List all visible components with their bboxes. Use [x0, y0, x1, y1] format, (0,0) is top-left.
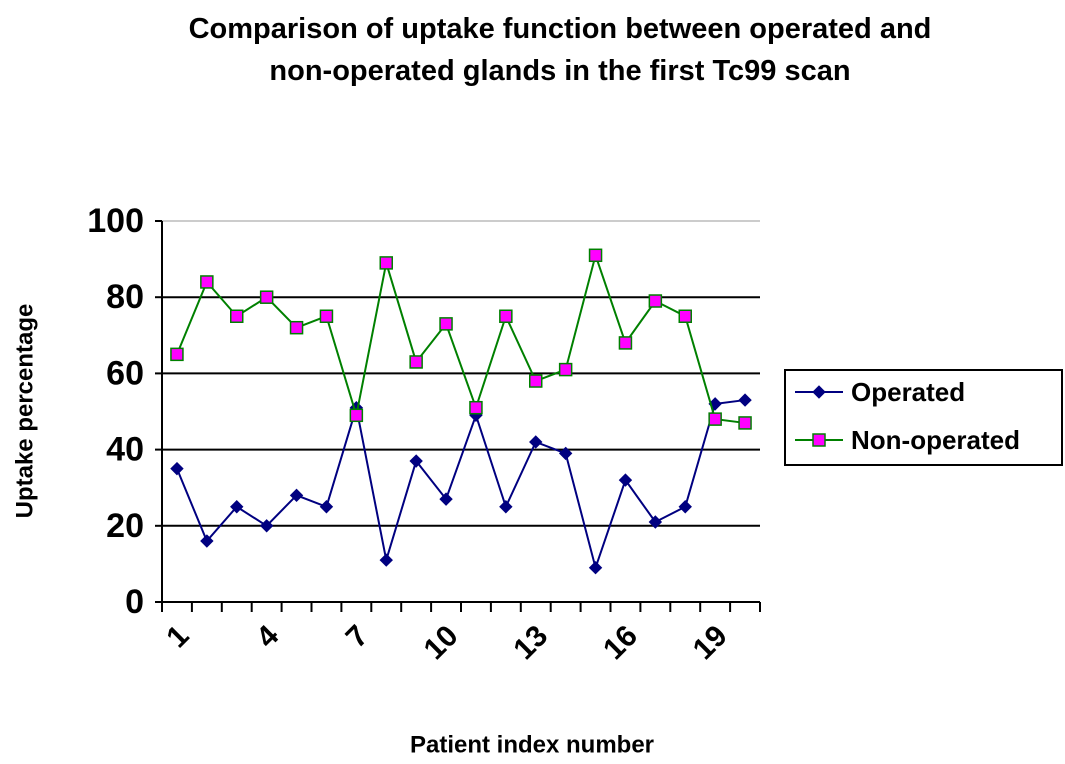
data-point	[588, 561, 603, 575]
x-axis-label: Patient index number	[410, 731, 654, 758]
data-point	[439, 492, 453, 506]
data-point	[499, 309, 513, 323]
data-point	[558, 446, 573, 461]
y-tick-label: 80	[106, 278, 144, 316]
data-point	[379, 553, 393, 567]
data-point	[200, 275, 214, 289]
data-point	[170, 461, 184, 476]
y-tick-label: 20	[106, 507, 144, 545]
x-tick-label: 4	[250, 619, 285, 654]
data-point	[529, 374, 543, 388]
series-line	[176, 399, 746, 572]
data-point	[409, 355, 423, 369]
data-point	[678, 500, 692, 514]
data-point	[469, 400, 483, 415]
data-point	[588, 248, 603, 263]
data-point	[618, 336, 633, 350]
data-point	[648, 515, 663, 529]
data-point	[439, 317, 453, 331]
y-tick-label: 100	[87, 202, 144, 240]
y-tick-label: 60	[106, 354, 144, 392]
x-tick-label: 7	[340, 619, 375, 654]
chart-title: Comparison of uptake function between op…	[188, 13, 932, 87]
x-tick-label: 19	[687, 619, 734, 666]
legend-label: Non-operated	[851, 425, 1020, 455]
data-point	[259, 519, 274, 533]
data-point	[289, 320, 304, 335]
legend-label: Operated	[851, 377, 965, 407]
data-point	[200, 534, 214, 548]
legend-box	[784, 369, 1063, 466]
data-point	[738, 416, 752, 430]
x-tick-label: 1	[160, 619, 195, 654]
data-point	[170, 347, 184, 362]
data-point	[529, 435, 543, 449]
data-point	[708, 412, 722, 426]
legend-marker	[812, 385, 826, 399]
data-point	[648, 294, 663, 308]
data-point	[738, 393, 752, 407]
data-point	[349, 408, 364, 423]
series-line	[176, 251, 746, 424]
legend-marker	[812, 433, 826, 447]
data-point	[289, 488, 304, 503]
data-point	[259, 290, 274, 304]
y-axis-label: Uptake percentage	[11, 304, 38, 519]
x-tick-label: 16	[597, 619, 644, 666]
y-tick-label: 40	[106, 431, 144, 469]
x-tick-label: 13	[507, 619, 554, 666]
data-point	[379, 256, 393, 270]
data-point	[319, 500, 334, 514]
data-point	[230, 309, 244, 323]
x-tick-label: 10	[418, 619, 465, 666]
data-point	[558, 362, 573, 377]
data-point	[678, 309, 692, 323]
data-point	[499, 500, 513, 514]
data-point	[618, 473, 633, 487]
y-tick-label: 0	[125, 583, 144, 621]
data-point	[230, 500, 244, 514]
data-point	[409, 454, 423, 468]
data-point	[319, 309, 334, 323]
